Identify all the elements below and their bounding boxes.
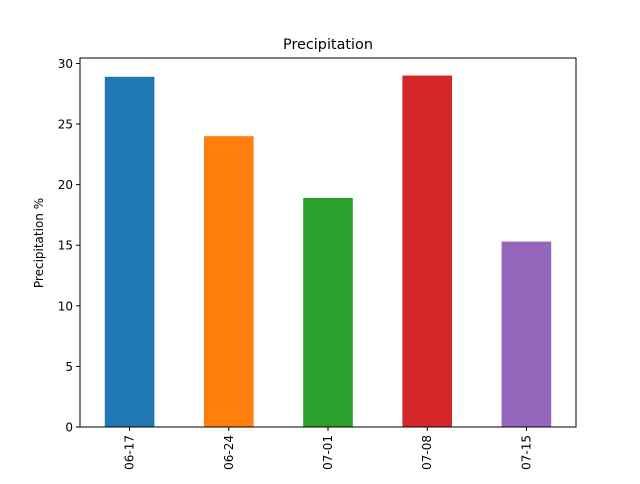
y-tick-label: 0 xyxy=(65,421,73,435)
y-tick-label: 15 xyxy=(58,239,73,253)
x-tick-label: 06-17 xyxy=(123,435,137,470)
bar-07-15 xyxy=(501,241,552,427)
x-ticks-layer: 06-17 06-24 07-01 07-08 07-15 xyxy=(123,427,533,470)
y-axis-label: Precipitation % xyxy=(32,198,46,288)
y-tick-label: 30 xyxy=(58,57,73,71)
x-tick-label: 06-24 xyxy=(222,435,236,470)
y-tick-label: 20 xyxy=(58,178,73,192)
x-tick-label: 07-01 xyxy=(321,435,335,470)
plot-frame xyxy=(79,57,577,428)
bar-07-08 xyxy=(402,75,452,428)
bar-07-01 xyxy=(303,197,353,427)
x-tick-label: 07-15 xyxy=(519,435,533,470)
bar-06-17 xyxy=(104,76,155,427)
y-tick-label: 25 xyxy=(58,118,73,132)
chart-title: Precipitation xyxy=(283,37,373,53)
x-tick-label: 07-08 xyxy=(420,435,434,470)
y-tick-label: 10 xyxy=(58,299,73,313)
bars-layer xyxy=(104,75,552,428)
y-tick-label: 5 xyxy=(65,360,73,374)
y-ticks-layer: 0 5 10 15 20 25 30 xyxy=(58,57,80,435)
bar-06-24 xyxy=(204,136,254,427)
